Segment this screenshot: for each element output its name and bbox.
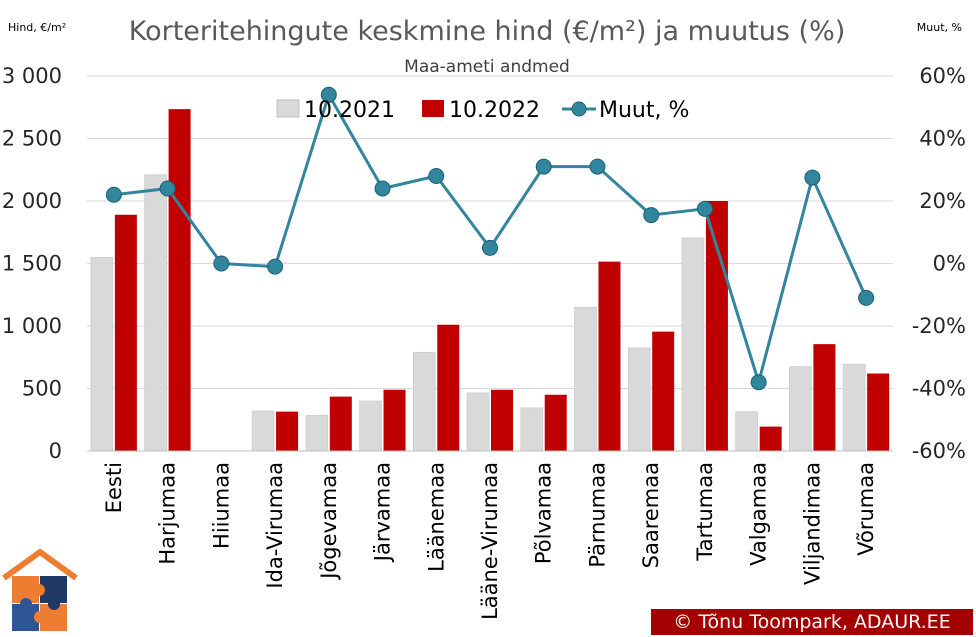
category-label: Tartumaa — [693, 462, 717, 562]
category-label: Lääne-Virumaa — [478, 462, 502, 620]
y2-tick-label: -40% — [912, 377, 966, 401]
bar-2022 — [437, 324, 460, 451]
bar-2022 — [705, 201, 728, 451]
legend-label-2021: 10.2021 — [304, 98, 395, 123]
change-marker — [750, 374, 767, 391]
legend: 10.2021 10.2022 Muut, % — [276, 98, 689, 123]
chart-title: Korteritehingute keskmine hind (€/m²) ja… — [129, 16, 846, 47]
y-tick-label: 1 500 — [2, 252, 62, 276]
change-marker — [159, 180, 176, 197]
chart-subtitle: Maa-ameti andmed — [404, 57, 570, 77]
change-marker — [267, 258, 284, 275]
category-label: Järvamaa — [371, 462, 395, 563]
y2-tick-label: -60% — [912, 439, 966, 463]
bar-2022 — [329, 396, 352, 451]
legend-swatch-2021 — [276, 99, 300, 118]
category-label: Saaremaa — [639, 462, 663, 568]
bars — [90, 109, 890, 452]
bar-2022 — [383, 389, 406, 451]
y-tick-label: 1 000 — [2, 314, 62, 338]
bar-2021 — [574, 306, 597, 452]
logo-roof — [2, 549, 78, 581]
bar-2022 — [276, 411, 299, 451]
credit-banner: © Tõnu Toompark, ADAUR.EE — [651, 609, 973, 635]
logo-knob-4 — [34, 611, 46, 623]
bar-2021 — [412, 351, 436, 452]
category-label: Valgamaa — [747, 462, 771, 566]
bar-2021 — [681, 237, 705, 452]
bar-2021 — [359, 400, 382, 452]
y2-tick-label: -20% — [912, 314, 966, 338]
y2-tick-label: 60% — [919, 64, 966, 88]
bar-2021 — [520, 407, 544, 452]
bar-2022 — [813, 344, 836, 451]
bar-2021 — [144, 174, 167, 452]
legend-label-change: Muut, % — [599, 98, 689, 123]
bar-2021 — [842, 363, 866, 452]
y-tick-label: 0 — [49, 439, 62, 463]
change-marker — [105, 186, 122, 203]
y-axis-unit-label: Hind, €/m² — [8, 21, 66, 34]
y2-tick-label: 0% — [933, 252, 966, 276]
bar-2022 — [652, 331, 675, 451]
change-marker — [482, 239, 498, 256]
y-axis-ticks: 0 500 1 000 1 500 2 000 2 500 3 000 — [2, 64, 62, 463]
y2-axis-ticks: -60% -40% -20% 0% 20% 40% 60% — [912, 64, 966, 463]
change-marker — [320, 86, 337, 103]
bar-2022 — [759, 426, 782, 451]
bar-2022 — [544, 394, 567, 451]
change-marker — [374, 180, 391, 197]
change-line-series — [105, 86, 875, 391]
y2-tick-label: 40% — [919, 127, 966, 151]
category-label: Jõgevamaa — [317, 462, 341, 581]
bar-2022 — [598, 261, 621, 451]
bar-2021 — [251, 410, 275, 452]
change-marker — [428, 168, 445, 184]
category-label: Harjumaa — [156, 462, 180, 565]
category-label: Ida-Virumaa — [263, 462, 287, 589]
legend-swatch-2022 — [422, 100, 444, 117]
y2-axis-unit-label: Muut, % — [917, 21, 962, 34]
bar-2021 — [735, 411, 758, 452]
adaur-logo — [2, 549, 78, 631]
legend-marker-change — [571, 101, 587, 117]
bar-2022 — [114, 214, 137, 451]
change-marker — [213, 255, 230, 272]
category-label: Läänemaa — [424, 462, 448, 572]
bar-2021 — [90, 256, 114, 452]
change-marker — [535, 158, 552, 175]
change-line — [113, 93, 868, 384]
logo-knob-2 — [20, 598, 32, 610]
category-label: Hiiumaa — [209, 462, 233, 549]
bar-2021 — [789, 366, 812, 452]
legend-label-2022: 10.2022 — [449, 98, 540, 123]
logo-knob-3 — [48, 598, 60, 610]
y-tick-label: 2 500 — [2, 127, 62, 151]
bar-2021 — [305, 415, 329, 452]
category-label: Pärnumaa — [585, 462, 609, 568]
category-label: Põlvamaa — [532, 462, 556, 564]
change-marker — [589, 158, 606, 175]
bar-2021 — [466, 392, 490, 452]
bar-2021 — [627, 347, 651, 452]
change-marker — [858, 289, 875, 306]
change-marker — [804, 169, 821, 186]
category-label: Viljandimaa — [800, 462, 824, 585]
bar-2022 — [168, 109, 191, 451]
y-tick-label: 500 — [22, 377, 62, 401]
change-marker — [696, 200, 713, 217]
y-tick-label: 3 000 — [2, 64, 62, 88]
category-labels: Eesti Harjumaa Hiiumaa Ida-Virumaa Jõgevamaa… — [102, 462, 878, 620]
bar-2022 — [491, 389, 513, 451]
logo-knob-1 — [33, 584, 45, 596]
change-marker — [643, 207, 660, 224]
y-tick-label: 2 000 — [2, 189, 62, 213]
category-label: Võrumaa — [854, 462, 878, 556]
y2-tick-label: 20% — [919, 189, 966, 213]
category-label: Eesti — [102, 462, 126, 513]
bar-2022 — [867, 373, 890, 451]
